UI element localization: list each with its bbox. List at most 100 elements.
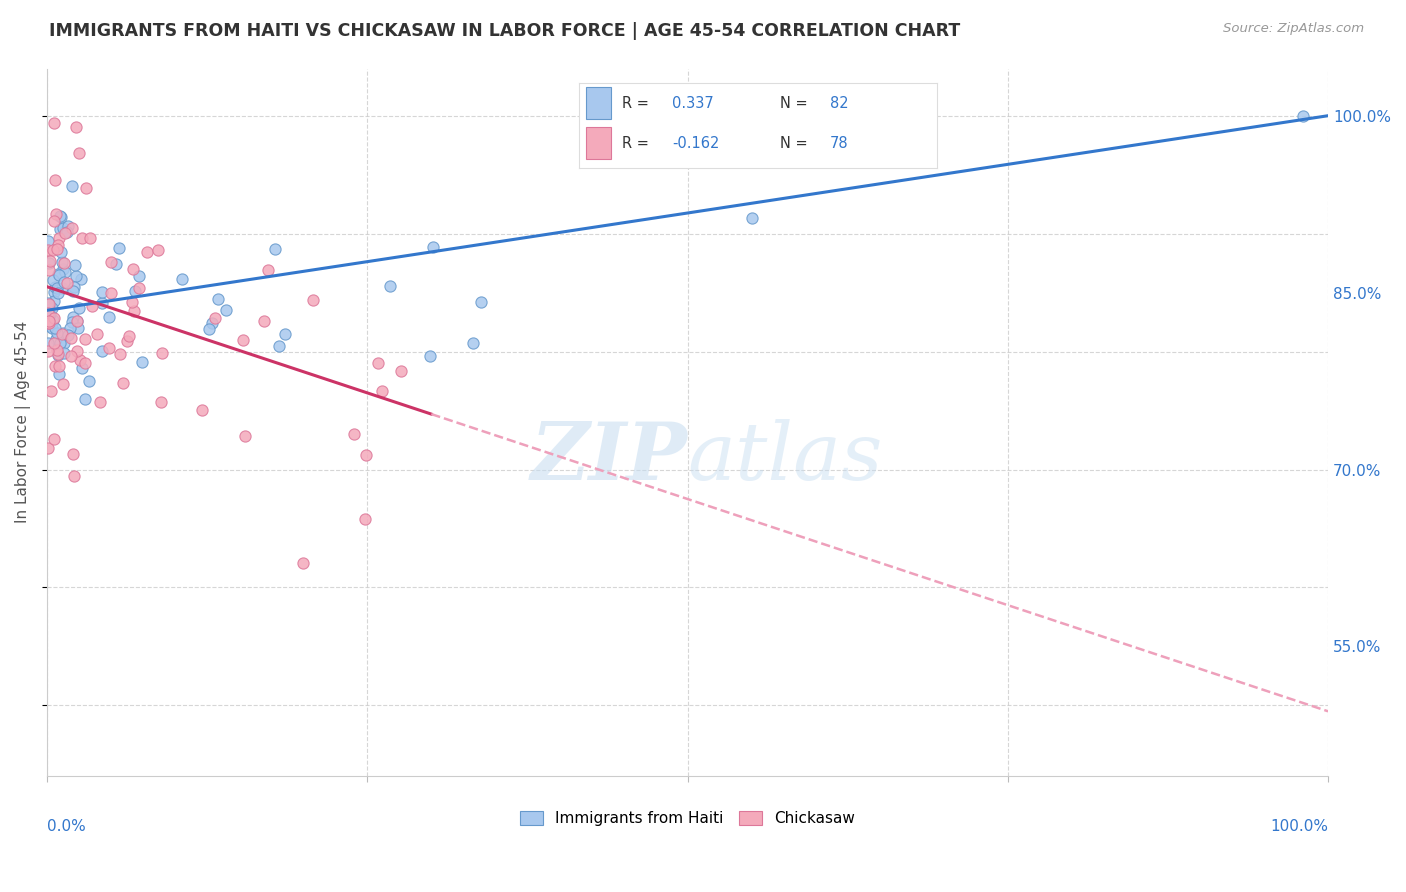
Point: [1291, 109, 1313, 123]
Point: [105, 257, 128, 271]
Point: [353, 512, 375, 526]
Point: [73, 356, 96, 370]
Point: [38, 254, 60, 268]
Point: [422, 240, 444, 254]
Point: [79, 230, 101, 244]
Point: [53, 345, 76, 359]
Point: [90, 285, 112, 300]
Point: [232, 333, 254, 347]
Point: [115, 334, 138, 348]
Point: [44, 432, 66, 446]
Point: [49, 209, 72, 223]
Point: [108, 347, 131, 361]
Point: [46, 242, 69, 256]
Point: [170, 271, 193, 285]
Point: [48, 231, 70, 245]
Point: [66, 313, 89, 327]
Point: [42, 244, 65, 258]
Point: [80, 299, 103, 313]
Point: [191, 402, 214, 417]
Point: [56, 276, 79, 290]
Point: [62, 179, 84, 194]
Point: [46, 281, 69, 295]
Point: [44, 321, 66, 335]
Point: [65, 314, 87, 328]
Point: [48, 359, 70, 373]
Point: [59, 349, 82, 363]
Point: [44, 293, 66, 308]
Point: [67, 321, 90, 335]
Point: [256, 263, 278, 277]
Point: [66, 344, 89, 359]
Point: [37, 306, 59, 320]
Point: [378, 279, 401, 293]
Point: [46, 326, 69, 340]
Point: [354, 449, 377, 463]
Point: [48, 367, 70, 381]
Point: [107, 241, 129, 255]
Text: atlas: atlas: [688, 419, 883, 497]
Point: [55, 225, 77, 239]
Point: [48, 268, 70, 282]
Point: [38, 314, 60, 328]
Point: [128, 280, 150, 294]
Point: [461, 335, 484, 350]
Point: [52, 221, 75, 235]
Point: [46, 347, 69, 361]
Point: [62, 310, 84, 324]
Point: [42, 115, 65, 129]
Point: [97, 310, 120, 324]
Point: [53, 336, 76, 351]
Point: [38, 316, 60, 330]
Point: [204, 311, 226, 326]
Point: [65, 268, 87, 283]
Legend: Immigrants from Haiti, Chickasaw: Immigrants from Haiti, Chickasaw: [515, 805, 860, 832]
Point: [44, 213, 66, 227]
Point: [49, 333, 72, 347]
Point: [48, 335, 70, 350]
Point: [367, 356, 389, 370]
Point: [44, 285, 66, 299]
Point: [44, 335, 66, 350]
Point: [38, 318, 60, 333]
Point: [51, 255, 73, 269]
Point: [49, 210, 72, 224]
Point: [122, 261, 145, 276]
Point: [470, 294, 492, 309]
Point: [38, 314, 60, 328]
Point: [75, 332, 97, 346]
Point: [70, 231, 93, 245]
Point: [67, 301, 90, 316]
Point: [41, 301, 63, 316]
Point: [37, 335, 59, 350]
Point: [65, 258, 87, 272]
Point: [389, 364, 412, 378]
Point: [46, 267, 69, 281]
Point: [37, 441, 59, 455]
Point: [146, 243, 169, 257]
Point: [201, 316, 224, 330]
Point: [100, 254, 122, 268]
Point: [38, 297, 60, 311]
Point: [135, 245, 157, 260]
Point: [53, 275, 76, 289]
Point: [38, 263, 60, 277]
Point: [45, 332, 67, 346]
Point: [63, 469, 86, 483]
Point: [37, 316, 59, 330]
Point: [371, 384, 394, 398]
Point: [302, 293, 325, 308]
Point: [65, 120, 87, 134]
Point: [41, 320, 63, 334]
Point: [69, 353, 91, 368]
Point: [52, 261, 75, 276]
Point: [112, 376, 135, 390]
Text: IMMIGRANTS FROM HAITI VS CHICKASAW IN LABOR FORCE | AGE 45-54 CORRELATION CHART: IMMIGRANTS FROM HAITI VS CHICKASAW IN LA…: [49, 22, 960, 40]
Point: [150, 346, 173, 360]
Point: [292, 556, 315, 570]
Point: [233, 429, 256, 443]
Point: [45, 206, 67, 220]
Point: [118, 328, 141, 343]
Point: [60, 331, 83, 345]
Point: [89, 395, 111, 409]
